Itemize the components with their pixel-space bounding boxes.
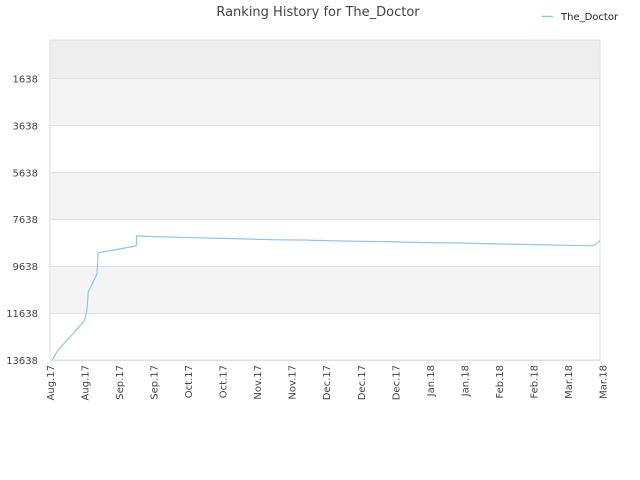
- plot-band: [50, 313, 600, 360]
- x-tick-label: Oct.17: [184, 365, 195, 398]
- x-tick-label: Mar.18: [598, 365, 609, 399]
- x-tick-label: Feb.18: [495, 365, 506, 399]
- y-tick-label: 13638: [6, 356, 38, 367]
- plot-band: [50, 172, 600, 220]
- x-tick-label: Sep.17: [150, 365, 161, 400]
- legend[interactable]: The_Doctor: [542, 12, 619, 23]
- chart-title: Ranking History for The_Doctor: [216, 5, 420, 20]
- x-tick-label: Nov.17: [288, 365, 299, 400]
- y-tick-label: 3638: [13, 121, 38, 132]
- plot-area: [49, 39, 601, 361]
- x-tick-label: Jan.18: [426, 365, 437, 397]
- y-tick-label: 7638: [13, 215, 38, 226]
- y-tick-label: 9638: [13, 262, 38, 273]
- series-lines[interactable]: [51, 235, 601, 360]
- plot-band: [50, 125, 600, 173]
- x-tick-label: Feb.18: [529, 365, 540, 399]
- plot-band: [50, 219, 600, 267]
- series-line-The_Doctor[interactable]: [51, 235, 601, 360]
- x-tick-label: Nov.17: [253, 365, 264, 400]
- plot-band: [50, 78, 600, 126]
- x-tick-label: Sep.17: [115, 365, 126, 400]
- plot-bands: [50, 40, 600, 360]
- legend-label: The_Doctor: [560, 12, 619, 23]
- x-tick-label: Aug.17: [46, 365, 57, 400]
- plot-band: [50, 40, 600, 79]
- x-tick-label: Oct.17: [219, 365, 230, 398]
- gridlines: [50, 78, 600, 361]
- x-tick-label: Dec.17: [322, 365, 333, 400]
- y-tick-label: 5638: [13, 168, 38, 179]
- x-tick-label: Dec.17: [391, 365, 402, 400]
- x-tick-label: Aug.17: [81, 365, 92, 400]
- x-tick-label: Mar.18: [564, 365, 575, 399]
- x-tick-label: Dec.17: [357, 365, 368, 400]
- y-tick-label: 11638: [6, 309, 38, 320]
- plot-band: [50, 266, 600, 314]
- x-tick-label: Jan.18: [460, 365, 471, 397]
- y-axis-ticks: 1638 3638 5638 7638 9638 11638 13638: [6, 74, 38, 367]
- y-tick-label: 1638: [13, 74, 38, 85]
- x-axis-ticks: Aug.17 Aug.17 Sep.17 Sep.17 Oct.17 Oct.17 Nov.…: [46, 365, 609, 400]
